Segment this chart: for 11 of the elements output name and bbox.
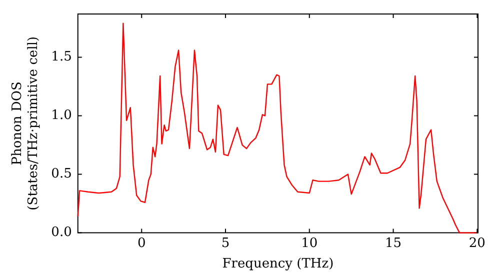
x-tick-label: 5 [221, 236, 230, 251]
x-axis-title: Frequency (THz) [222, 256, 334, 272]
x-tick-label: 20 [468, 236, 486, 251]
y-tick-label: 1.0 [51, 108, 72, 124]
y-tick-label: 0.0 [51, 225, 72, 240]
y-tick-label: 1.5 [51, 50, 72, 65]
x-tick-label: 10 [301, 236, 318, 251]
x-tick-label: 0 [137, 236, 146, 251]
y-tick-label: 0.5 [51, 166, 72, 182]
x-tick-label: 15 [385, 236, 402, 251]
y-axis-title: Phonon DOS (States/THz·primitive cell) [10, 36, 41, 210]
